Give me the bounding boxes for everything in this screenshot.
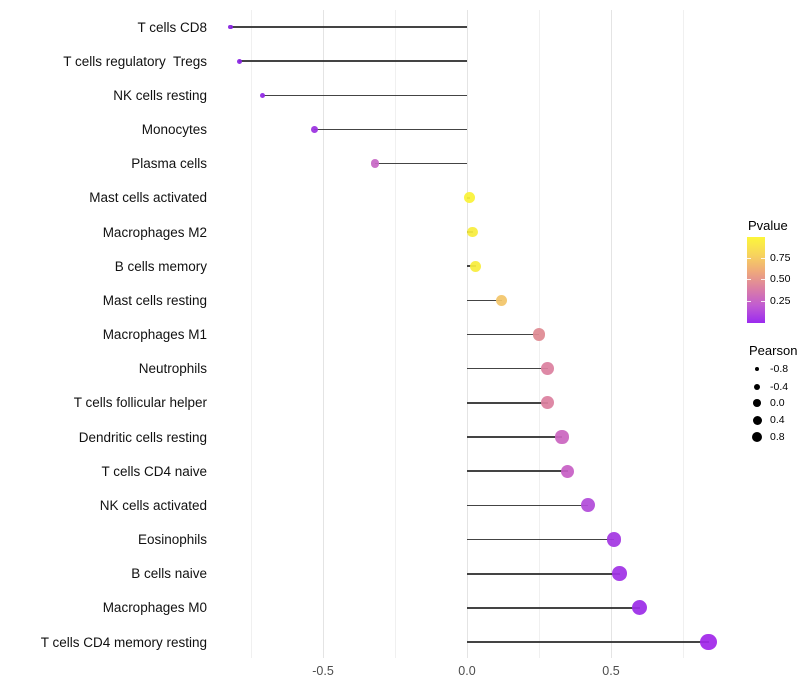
category-label: Macrophages M2 (102, 224, 207, 240)
lollipop-stem (374, 162, 467, 165)
data-point (236, 58, 242, 64)
category-label: Neutrophils (138, 361, 207, 377)
category-label: T cells CD4 memory resting (40, 634, 207, 650)
pvalue-colorbar-tick (747, 279, 751, 280)
data-point (581, 498, 595, 513)
pvalue-tick-label: 0.25 (770, 295, 791, 307)
data-point (464, 192, 476, 204)
pvalue-colorbar (747, 237, 765, 323)
pearson-legend-label: 0.8 (770, 431, 785, 443)
gridline-minor (251, 10, 252, 658)
pvalue-colorbar-tick (761, 258, 765, 259)
lollipop-stem (262, 94, 467, 97)
pvalue-colorbar-tick (747, 258, 751, 259)
data-point (606, 532, 622, 547)
x-axis-tick-label: 0.0 (458, 664, 476, 678)
data-point (310, 126, 318, 133)
data-point (555, 430, 569, 444)
pearson-legend-dot (752, 415, 762, 425)
lollipop-stem (467, 436, 563, 438)
pearson-legend-label: -0.8 (770, 363, 789, 375)
lollipop-stem (314, 128, 467, 131)
lollipop-stem (467, 538, 614, 541)
lollipop-stem (467, 333, 539, 336)
lollipop-stem (467, 572, 620, 575)
gridline-major (611, 10, 612, 658)
category-label: Mast cells resting (102, 292, 207, 308)
pvalue-colorbar-tick (761, 301, 765, 302)
pearson-legend-label: 0.0 (770, 397, 785, 409)
x-axis-tick-label: 0.5 (602, 664, 620, 678)
lollipop-stem (467, 607, 640, 609)
data-point (541, 362, 555, 376)
data-point (612, 566, 627, 582)
pearson-legend-dot (753, 399, 761, 407)
data-point (541, 396, 555, 410)
lollipop-stem (467, 299, 502, 302)
data-point (632, 600, 648, 616)
pearson-legend-dot (755, 367, 759, 371)
data-point (532, 328, 546, 341)
data-point (467, 226, 479, 238)
lollipop-stem (467, 641, 709, 643)
x-axis-tick-label: -0.5 (312, 664, 334, 678)
pearson-legend-label: 0.4 (770, 414, 785, 426)
category-label: Mast cells activated (89, 190, 207, 206)
category-label: Macrophages M1 (102, 327, 207, 343)
lollipop-stem (467, 367, 548, 370)
data-point (700, 633, 718, 651)
lollipop-stem (467, 504, 588, 507)
data-point (259, 92, 266, 99)
pearson-legend-dot (752, 432, 762, 442)
lollipop-stem (239, 60, 467, 62)
category-label: NK cells resting (113, 87, 207, 103)
gridline-minor (683, 10, 684, 658)
category-label: NK cells activated (99, 497, 207, 513)
pearson-legend-label: -0.4 (770, 381, 789, 393)
data-point (228, 24, 234, 30)
pearson-legend-title: Pearson (749, 343, 798, 358)
data-point (370, 159, 380, 168)
gridline-major (323, 10, 324, 658)
category-label: T cells follicular helper (73, 395, 207, 411)
category-label: T cells CD8 (137, 19, 207, 35)
data-point (495, 294, 508, 307)
category-label: T cells regulatory Tregs (63, 53, 207, 69)
pvalue-tick-label: 0.50 (770, 273, 791, 285)
pvalue-colorbar-tick (761, 279, 765, 280)
category-label: B cells naive (131, 566, 207, 582)
pvalue-legend-title: Pvalue (748, 218, 788, 233)
category-label: Monocytes (141, 122, 207, 137)
category-label: Macrophages M0 (102, 600, 207, 616)
lollipop-stem (467, 402, 548, 404)
pearson-legend-dot (753, 383, 761, 391)
data-point (470, 260, 482, 272)
data-point (561, 464, 575, 478)
pvalue-colorbar-tick (747, 301, 751, 302)
lollipop-stem (230, 26, 467, 28)
lollipop-stem (467, 470, 568, 472)
category-label: T cells CD4 naive (101, 463, 207, 479)
pvalue-tick-label: 0.75 (770, 252, 791, 264)
category-label: Dendritic cells resting (78, 429, 207, 445)
gridline-minor (395, 10, 396, 658)
category-label: Eosinophils (137, 532, 207, 548)
category-label: Plasma cells (131, 156, 207, 172)
category-label: B cells memory (114, 258, 207, 274)
